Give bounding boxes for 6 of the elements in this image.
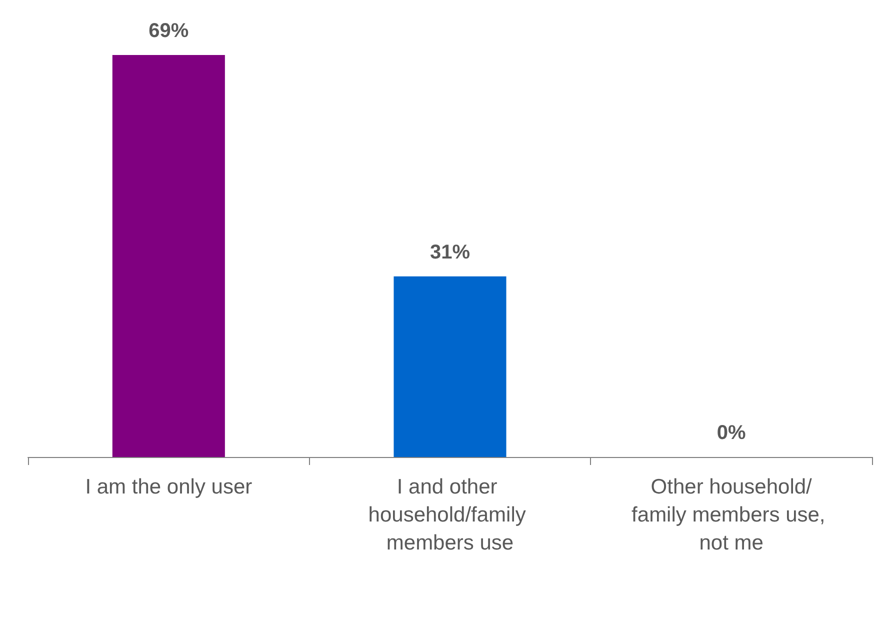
x-tick-label: I and other household/family members use: [368, 476, 532, 554]
data-label: 0%: [716, 422, 746, 444]
x-tick-label: Other household/family members use, not me: [632, 476, 832, 554]
x-tick-label: I am the only user: [85, 476, 252, 498]
data-label: 31%: [430, 241, 470, 264]
data-label: 69%: [148, 20, 189, 42]
